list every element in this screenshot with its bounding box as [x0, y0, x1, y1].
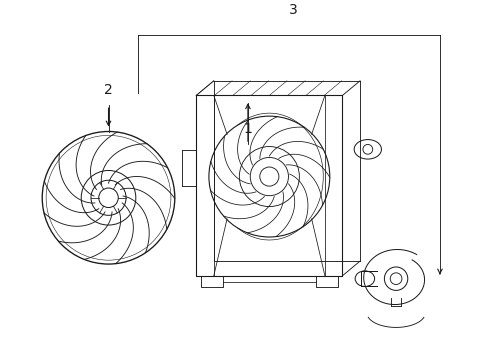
Text: 2: 2 [104, 84, 113, 97]
Text: 3: 3 [289, 4, 298, 17]
Text: 1: 1 [243, 122, 252, 136]
